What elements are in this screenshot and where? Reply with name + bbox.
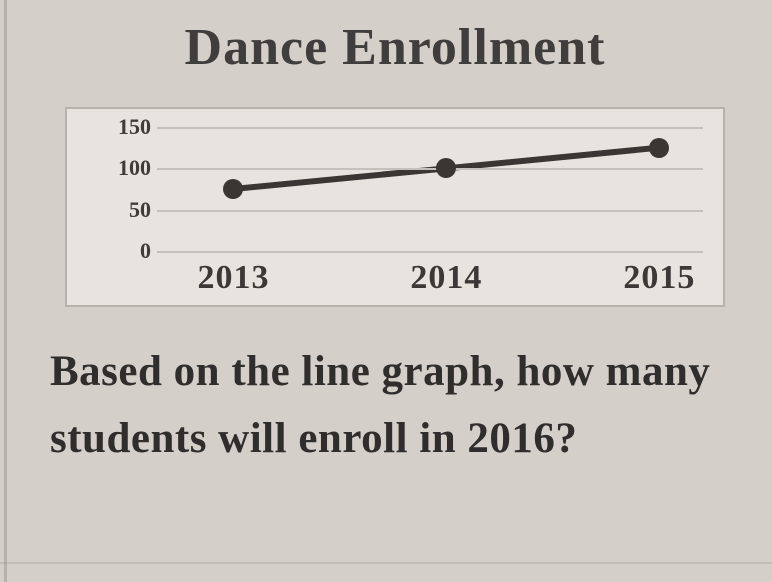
y-tick-label: 50 — [93, 199, 151, 221]
data-point-marker — [649, 138, 669, 158]
y-tick-label: 150 — [93, 116, 151, 138]
plot-area: 050100150 — [157, 127, 703, 251]
chart-title: Dance Enrollment — [46, 18, 744, 77]
x-tick-label: 2015 — [623, 259, 695, 297]
gridline — [157, 127, 703, 129]
bottom-rule — [0, 562, 772, 564]
gridline — [157, 210, 703, 212]
gridline — [157, 251, 703, 253]
left-margin-rule — [4, 0, 7, 582]
y-tick-label: 0 — [93, 240, 151, 262]
gridline — [157, 168, 703, 170]
x-tick-label: 2013 — [197, 259, 269, 297]
page-content: Dance Enrollment 050100150 201320142015 … — [18, 0, 772, 582]
question-text: Based on the line graph, how many studen… — [46, 321, 744, 472]
x-tick-label: 2014 — [410, 259, 482, 297]
chart-container: 050100150 201320142015 — [65, 107, 725, 307]
x-axis-labels: 2013 2014 2015 — [157, 257, 703, 297]
y-tick-label: 100 — [93, 157, 151, 179]
